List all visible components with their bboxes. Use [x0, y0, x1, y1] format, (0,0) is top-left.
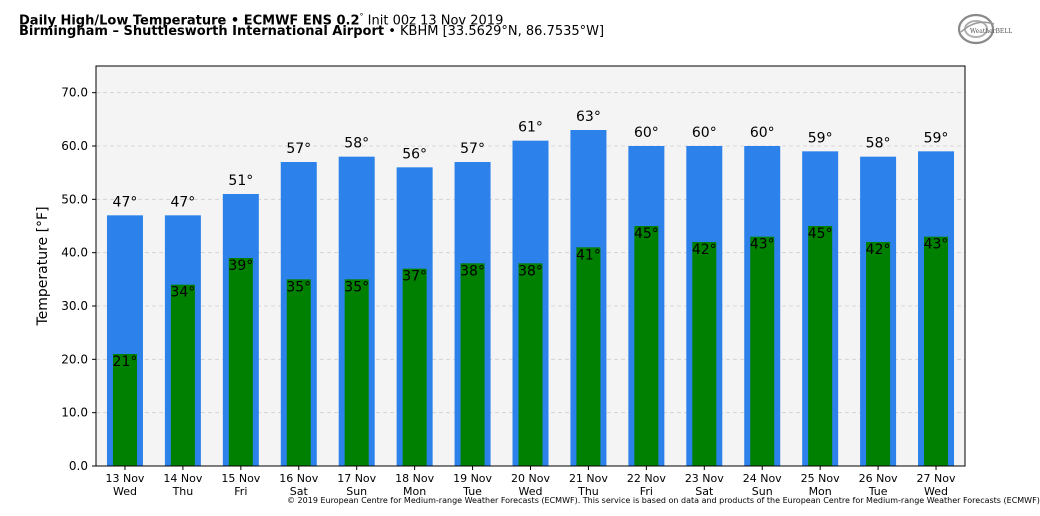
y-tick-label: 70.0 [61, 86, 88, 100]
high-value-label: 57° [286, 141, 311, 157]
chart-title: Daily High/Low Temperature • ECMWF ENS 0… [19, 9, 503, 28]
x-tick-date: 27 Nov [917, 472, 956, 485]
y-tick-label: 50.0 [61, 192, 88, 206]
x-tick-date: 15 Nov [221, 472, 260, 485]
x-tick-date: 16 Nov [279, 472, 318, 485]
low-bar [576, 247, 601, 466]
low-bar [402, 268, 427, 466]
high-value-label: 58° [344, 136, 369, 152]
high-value-label: 63° [576, 109, 601, 125]
low-bar [460, 263, 485, 466]
x-tick-day: Fri [234, 485, 247, 498]
plot-frame [95, 65, 966, 467]
y-tick-label: 40.0 [61, 246, 88, 260]
low-value-label: 38° [460, 263, 485, 279]
title-main: Daily High/Low Temperature • ECMWF ENS 0… [19, 13, 360, 29]
low-value-label: 43° [750, 237, 775, 253]
y-tick-label: 60.0 [61, 139, 88, 153]
high-value-label: 60° [634, 125, 659, 141]
high-value-label: 51° [228, 173, 253, 189]
low-value-label: 42° [866, 242, 891, 258]
high-value-label: 59° [924, 130, 949, 146]
x-tick-date: 19 Nov [453, 472, 492, 485]
low-bar [866, 242, 891, 466]
weatherbell-logo: WeatherBELL [957, 13, 1012, 45]
location-coords: • KBHM [33.5629°N, 86.7535°W] [384, 24, 605, 39]
x-tick-day: Wed [113, 485, 137, 498]
low-bar [170, 284, 195, 466]
title-init: Init 00z 13 Nov 2019 [363, 13, 504, 29]
x-tick-day: Wed [519, 485, 543, 498]
low-value-label: 37° [402, 269, 427, 285]
low-value-label: 34° [170, 285, 195, 301]
y-tick-label: 0.0 [69, 459, 88, 473]
x-tick-day: Sat [290, 485, 309, 498]
low-value-label: 35° [344, 279, 369, 295]
low-value-label: 41° [576, 247, 601, 263]
x-tick-date: 22 Nov [627, 472, 666, 485]
low-value-label: 39° [228, 258, 253, 274]
x-tick-date: 14 Nov [163, 472, 202, 485]
copyright-notice: © 2019 European Centre for Medium-range … [287, 496, 1040, 505]
low-bar [750, 236, 775, 466]
low-bar [344, 279, 369, 466]
low-bar [112, 354, 137, 466]
x-tick-day: Tue [868, 485, 888, 498]
low-value-label: 35° [286, 279, 311, 295]
x-tick-date: 24 Nov [743, 472, 782, 485]
location-name: Birmingham – Shuttlesworth International… [19, 24, 385, 39]
low-value-label: 45° [808, 226, 833, 242]
high-value-label: 56° [402, 146, 427, 162]
high-value-label: 47° [113, 194, 138, 210]
high-value-label: 60° [692, 125, 717, 141]
x-tick-day: Tue [462, 485, 482, 498]
high-value-label: 58° [866, 136, 891, 152]
high-value-label: 57° [460, 141, 485, 157]
low-value-label: 42° [692, 242, 717, 258]
low-bar [518, 263, 543, 466]
x-tick-date: 26 Nov [859, 472, 898, 485]
high-value-label: 59° [808, 130, 833, 146]
y-tick-label: 30.0 [61, 299, 88, 313]
x-tick-date: 25 Nov [801, 472, 840, 485]
x-tick-day: Thu [577, 485, 599, 498]
low-bar [634, 226, 659, 466]
y-tick-label: 20.0 [61, 352, 88, 366]
x-tick-day: Mon [809, 485, 832, 498]
x-tick-day: Sat [695, 485, 714, 498]
chart-subtitle: Birmingham – Shuttlesworth International… [19, 24, 604, 39]
low-bar [924, 236, 949, 466]
x-tick-day: Fri [640, 485, 653, 498]
low-bar [692, 242, 717, 466]
x-tick-date: 23 Nov [685, 472, 724, 485]
high-value-label: 47° [170, 194, 195, 210]
x-tick-day: Sun [752, 485, 773, 498]
x-tick-day: Mon [403, 485, 426, 498]
title-degree: ° [359, 12, 364, 21]
x-tick-date: 18 Nov [395, 472, 434, 485]
x-tick-date: 20 Nov [511, 472, 550, 485]
low-bar [228, 258, 253, 466]
x-tick-date: 21 Nov [569, 472, 608, 485]
low-value-label: 21° [113, 354, 138, 370]
low-value-label: 45° [634, 226, 659, 242]
x-tick-day: Wed [924, 485, 948, 498]
y-axis-label: Temperature [°F] [35, 206, 51, 326]
low-bar [286, 279, 311, 466]
y-tick-label: 10.0 [61, 406, 88, 420]
x-tick-date: 13 Nov [105, 472, 144, 485]
x-tick-day: Sun [346, 485, 367, 498]
logo-text: WeatherBELL [970, 28, 1012, 35]
low-bar [808, 226, 833, 466]
high-value-label: 60° [750, 125, 775, 141]
high-value-label: 61° [518, 120, 543, 136]
x-tick-date: 17 Nov [337, 472, 376, 485]
low-value-label: 38° [518, 263, 543, 279]
low-value-label: 43° [924, 237, 949, 253]
x-tick-day: Thu [172, 485, 194, 498]
